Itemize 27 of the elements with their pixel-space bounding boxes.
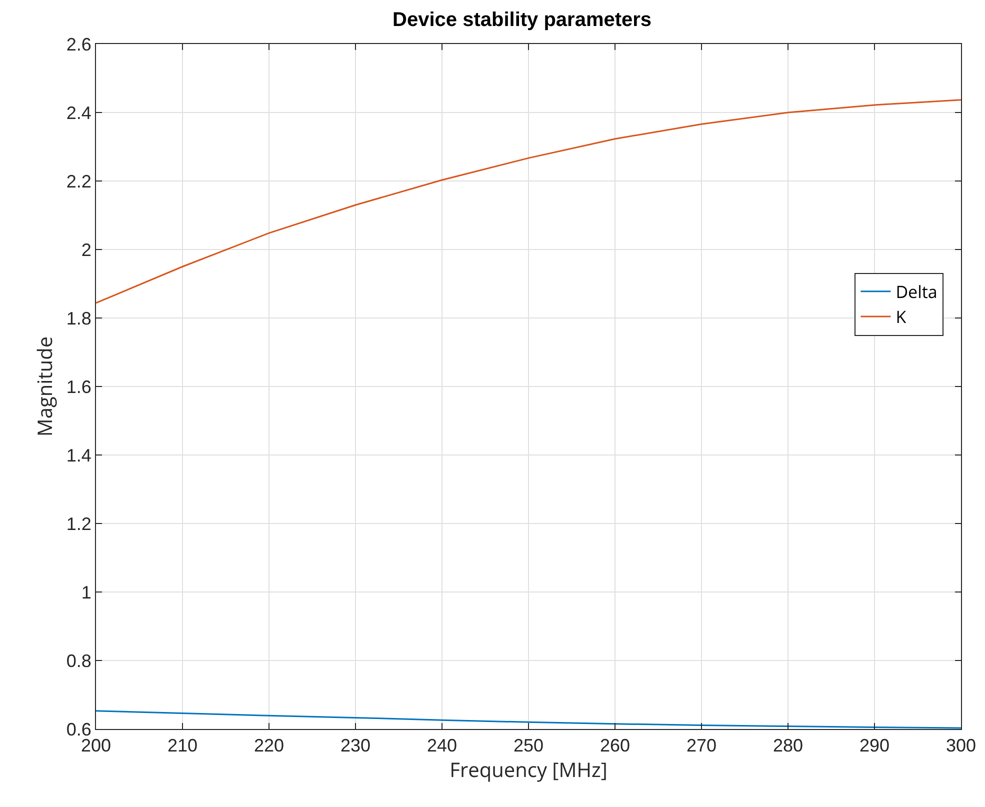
legend-label: Delta bbox=[896, 280, 938, 303]
chart-title: Device stability parameters bbox=[392, 9, 652, 32]
y-axis-title: Magnitude bbox=[30, 336, 58, 437]
x-tick-label: 220 bbox=[254, 736, 284, 756]
x-tick-label: 210 bbox=[167, 736, 198, 756]
x-tick-label: 250 bbox=[513, 736, 544, 756]
x-tick-label: 280 bbox=[772, 736, 804, 756]
x-axis-title: Frequency [MHz] bbox=[450, 756, 608, 784]
x-tick-label: 230 bbox=[340, 736, 371, 756]
line-series bbox=[96, 99, 961, 304]
y-tick-label: 0.8 bbox=[66, 650, 92, 671]
x-tick-label: 240 bbox=[426, 736, 458, 756]
x-tick-label: 270 bbox=[686, 736, 717, 756]
legend-label: K bbox=[896, 305, 907, 328]
y-tick-label: 1.2 bbox=[66, 514, 92, 534]
y-tick-label: 1.4 bbox=[66, 445, 92, 466]
x-tick-label: 300 bbox=[946, 736, 976, 756]
y-tick-label: 2.2 bbox=[66, 171, 92, 192]
line-series bbox=[96, 710, 961, 729]
y-tick-label: 1.6 bbox=[66, 376, 92, 397]
x-tick-label: 290 bbox=[859, 736, 890, 756]
y-tick-label: 2.4 bbox=[66, 102, 92, 123]
y-tick-label: 1 bbox=[81, 582, 92, 602]
y-tick-label: 2 bbox=[81, 240, 92, 260]
x-tick-label: 260 bbox=[600, 736, 630, 756]
y-tick-label: 2.6 bbox=[66, 34, 92, 54]
y-tick-label: 1.8 bbox=[66, 308, 92, 328]
